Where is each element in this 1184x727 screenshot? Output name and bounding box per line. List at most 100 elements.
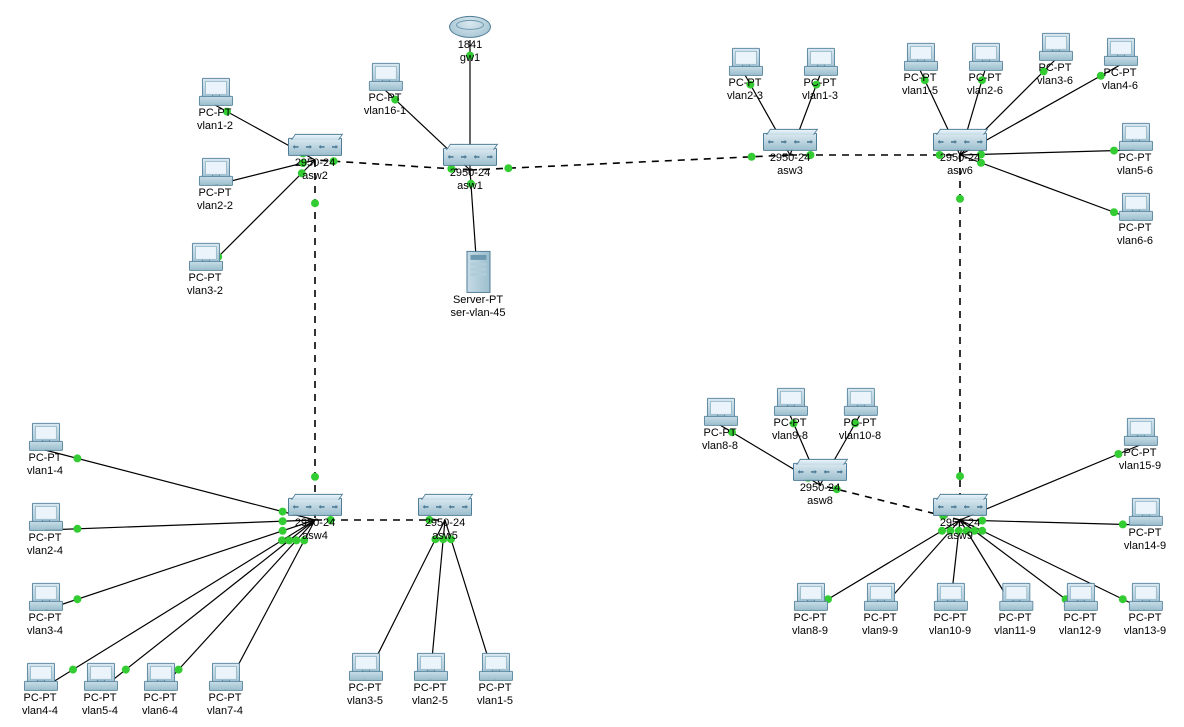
device-type-label: 2950-24 bbox=[933, 152, 987, 164]
device-v13_9[interactable]: PC-PTvlan13-9 bbox=[1124, 583, 1166, 637]
device-hostname: asw4 bbox=[288, 530, 342, 542]
device-v4_6[interactable]: PC-PTvlan4-6 bbox=[1102, 38, 1138, 92]
device-type-label: 2950-24 bbox=[793, 482, 847, 494]
device-type-label: Server-PT bbox=[450, 294, 505, 306]
device-v5_4[interactable]: PC-PTvlan5-4 bbox=[82, 663, 118, 717]
device-type-label: PC-PT bbox=[727, 77, 763, 89]
port-status-dot bbox=[73, 454, 81, 462]
device-hostname: vlan2-4 bbox=[27, 545, 63, 557]
device-v9_8[interactable]: PC-PTvlan9-8 bbox=[772, 388, 808, 442]
pc-icon bbox=[794, 583, 826, 611]
device-v1_3[interactable]: PC-PTvlan1-3 bbox=[802, 48, 838, 102]
device-type-label: PC-PT bbox=[1117, 222, 1153, 234]
pc-icon bbox=[1119, 123, 1151, 151]
switch-icon bbox=[418, 498, 472, 516]
device-asw1[interactable]: 2950-24asw1 bbox=[443, 148, 497, 192]
device-v1_4[interactable]: PC-PTvlan1-4 bbox=[27, 423, 63, 477]
device-type-label: PC-PT bbox=[967, 72, 1003, 84]
port-status-dot bbox=[504, 164, 512, 172]
device-v3_6[interactable]: PC-PTvlan3-6 bbox=[1037, 33, 1073, 87]
device-asw8[interactable]: 2950-24asw8 bbox=[793, 463, 847, 507]
device-v2_5[interactable]: PC-PTvlan2-5 bbox=[412, 653, 448, 707]
device-v1_2[interactable]: PC-PTvlan1-2 bbox=[197, 78, 233, 132]
device-v9_9[interactable]: PC-PTvlan9-9 bbox=[862, 583, 898, 637]
link-asw1-asw3 bbox=[470, 155, 790, 170]
device-hostname: vlan11-9 bbox=[994, 625, 1035, 637]
device-type-label: PC-PT bbox=[1037, 62, 1073, 74]
device-v8_8[interactable]: PC-PTvlan8-8 bbox=[702, 398, 738, 452]
device-v3_5[interactable]: PC-PTvlan3-5 bbox=[347, 653, 383, 707]
device-srv45[interactable]: Server-PTser-vlan-45 bbox=[450, 251, 505, 319]
device-v15_9[interactable]: PC-PTvlan15-9 bbox=[1119, 418, 1161, 472]
device-hostname: vlan5-6 bbox=[1117, 165, 1153, 177]
device-hostname: vlan2-6 bbox=[967, 85, 1003, 97]
device-hostname: vlan6-6 bbox=[1117, 235, 1153, 247]
device-v2_2[interactable]: PC-PTvlan2-2 bbox=[197, 158, 233, 212]
port-status-dot bbox=[122, 666, 130, 674]
device-asw2[interactable]: 2950-24asw2 bbox=[288, 138, 342, 182]
device-v10_9[interactable]: PC-PTvlan10-9 bbox=[929, 583, 971, 637]
device-hostname: vlan1-5 bbox=[902, 85, 938, 97]
device-v6_4[interactable]: PC-PTvlan6-4 bbox=[142, 663, 178, 717]
pc-icon bbox=[29, 583, 61, 611]
device-v12_9[interactable]: PC-PTvlan12-9 bbox=[1059, 583, 1101, 637]
device-v4_4[interactable]: PC-PTvlan4-4 bbox=[22, 663, 58, 717]
device-hostname: vlan16-1 bbox=[364, 105, 406, 117]
device-type-label: PC-PT bbox=[994, 612, 1035, 624]
port-status-dot bbox=[311, 473, 319, 481]
device-hostname: vlan1-3 bbox=[802, 90, 838, 102]
device-hostname: vlan14-9 bbox=[1124, 540, 1166, 552]
pc-icon bbox=[904, 43, 936, 71]
device-v3_2[interactable]: PC-PTvlan3-2 bbox=[187, 243, 223, 297]
device-hostname: asw3 bbox=[763, 165, 817, 177]
device-asw3[interactable]: 2950-24asw3 bbox=[763, 133, 817, 177]
device-asw4[interactable]: 2950-24asw4 bbox=[288, 498, 342, 542]
device-hostname: vlan3-2 bbox=[187, 285, 223, 297]
device-v7_4[interactable]: PC-PTvlan7-4 bbox=[207, 663, 243, 717]
device-v10_8[interactable]: PC-PTvlan10-8 bbox=[839, 388, 881, 442]
device-v1_5x[interactable]: PC-PTvlan1-5 bbox=[902, 43, 938, 97]
device-asw6[interactable]: 2950-24asw6 bbox=[933, 133, 987, 177]
device-type-label: PC-PT bbox=[364, 92, 406, 104]
device-v8_9[interactable]: PC-PTvlan8-9 bbox=[792, 583, 828, 637]
device-hostname: vlan10-8 bbox=[839, 430, 881, 442]
device-type-label: PC-PT bbox=[27, 452, 63, 464]
device-hostname: vlan3-5 bbox=[347, 695, 383, 707]
device-type-label: PC-PT bbox=[27, 612, 63, 624]
link-asw9-v15_9 bbox=[960, 445, 1140, 520]
device-v16_1[interactable]: PC-PTvlan16-1 bbox=[364, 63, 406, 117]
pc-icon bbox=[774, 388, 806, 416]
device-asw5[interactable]: 2950-24asw5 bbox=[418, 498, 472, 542]
device-v14_9[interactable]: PC-PTvlan14-9 bbox=[1124, 498, 1166, 552]
device-hostname: ser-vlan-45 bbox=[450, 307, 505, 319]
device-hostname: asw8 bbox=[793, 495, 847, 507]
device-type-label: PC-PT bbox=[197, 107, 233, 119]
device-v2_4[interactable]: PC-PTvlan2-4 bbox=[27, 503, 63, 557]
device-hostname: vlan3-6 bbox=[1037, 75, 1073, 87]
device-v11_9[interactable]: PC-PTvlan11-9 bbox=[994, 583, 1035, 637]
device-hostname: vlan8-8 bbox=[702, 440, 738, 452]
device-hostname: vlan2-5 bbox=[412, 695, 448, 707]
pc-icon bbox=[1064, 583, 1096, 611]
device-gw1[interactable]: 1841gw1 bbox=[449, 16, 491, 64]
pc-icon bbox=[209, 663, 241, 691]
port-status-dot bbox=[69, 666, 77, 674]
device-v3_4[interactable]: PC-PTvlan3-4 bbox=[27, 583, 63, 637]
pc-icon bbox=[369, 63, 401, 91]
device-hostname: vlan9-8 bbox=[772, 430, 808, 442]
device-hostname: vlan6-4 bbox=[142, 705, 178, 717]
device-type-label: 2950-24 bbox=[288, 517, 342, 529]
switch-icon bbox=[933, 498, 987, 516]
device-v6_6[interactable]: PC-PTvlan6-6 bbox=[1117, 193, 1153, 247]
device-v2_6[interactable]: PC-PTvlan2-6 bbox=[967, 43, 1003, 97]
port-status-dot bbox=[311, 199, 319, 207]
device-v1_5[interactable]: PC-PTvlan1-5 bbox=[477, 653, 513, 707]
switch-icon bbox=[793, 463, 847, 481]
pc-icon bbox=[729, 48, 761, 76]
device-type-label: 2950-24 bbox=[288, 157, 342, 169]
device-type-label: PC-PT bbox=[207, 692, 243, 704]
device-asw9[interactable]: 2950-24asw9 bbox=[933, 498, 987, 542]
device-hostname: vlan15-9 bbox=[1119, 460, 1161, 472]
device-v2_3[interactable]: PC-PTvlan2-3 bbox=[727, 48, 763, 102]
device-v5_6[interactable]: PC-PTvlan5-6 bbox=[1117, 123, 1153, 177]
